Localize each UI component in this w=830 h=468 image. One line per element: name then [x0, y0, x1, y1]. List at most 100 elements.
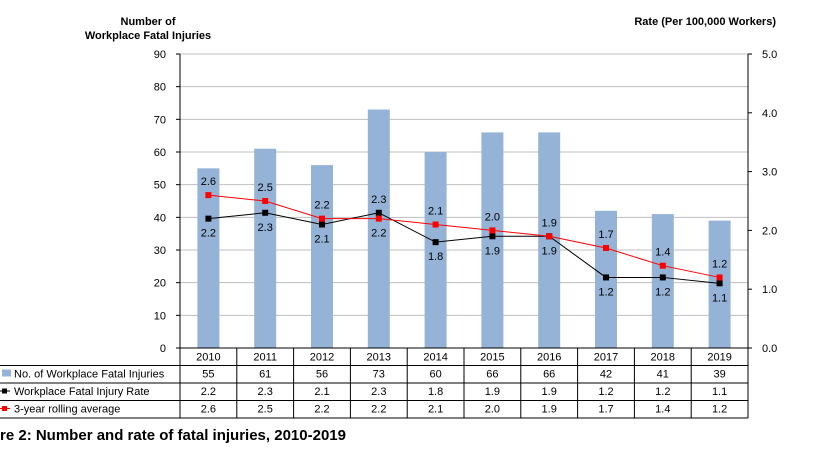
table-cell: 2.0	[485, 404, 500, 416]
table-cell: 1.2	[655, 386, 670, 398]
bar-2016	[538, 132, 561, 348]
left-tick-label: 80	[154, 82, 166, 94]
year-header: 2013	[367, 352, 391, 364]
left-tick-label: 0	[160, 343, 166, 355]
rolling-data-label: 2.6	[201, 176, 216, 188]
year-header: 2017	[594, 352, 618, 364]
data-labels: 2.6 2.5 2.2 2.3 2.1 2.0 1.9 1.7 1.4 1.2 2.2 2.3 2.1 2…	[201, 176, 727, 304]
left-tick-label: 60	[154, 147, 166, 159]
table-cell: 1.7	[598, 404, 613, 416]
table-cell: 55	[202, 369, 214, 381]
rolling-marker-2018	[659, 262, 666, 269]
year-header: 2019	[707, 352, 731, 364]
table-cell: 56	[316, 369, 328, 381]
rolling-data-label: 1.9	[542, 217, 557, 229]
table-cell: 39	[713, 369, 725, 381]
left-tick-label: 50	[154, 180, 166, 192]
figure-caption: re 2: Number and rate of fatal injuries,…	[0, 427, 346, 444]
table-cell: 73	[373, 369, 385, 381]
rate-data-label: 1.9	[542, 245, 557, 257]
left-tick-label: 20	[154, 278, 166, 290]
rolling-data-label: 2.0	[485, 211, 500, 223]
table-cell: 66	[486, 369, 498, 381]
legend-key-bar	[2, 369, 11, 377]
legend-bar-label: No. of Workplace Fatal Injuries	[14, 369, 165, 381]
table-cell: 2.2	[201, 386, 216, 398]
table-cell: 1.2	[598, 386, 613, 398]
rate-marker-2019	[716, 280, 723, 287]
right-tick-label: 1.0	[762, 284, 777, 296]
year-header: 2011	[253, 352, 277, 364]
rate-marker-2018	[659, 274, 666, 281]
table-cell: 2.1	[314, 386, 329, 398]
left-tick-label: 40	[154, 212, 166, 224]
year-header: 2015	[480, 352, 504, 364]
right-axis-title: Rate (Per 100,000 Workers)	[634, 16, 776, 28]
table-cell: 1.9	[542, 404, 557, 416]
left-tick-label: 10	[154, 310, 166, 322]
rate-data-label: 2.3	[258, 222, 273, 234]
table-cell: 2.6	[201, 404, 216, 416]
rolling-marker-2017	[603, 245, 609, 252]
rolling-marker-2016	[546, 233, 553, 240]
rate-data-label: 1.2	[655, 286, 670, 298]
rolling-marker-2014	[432, 221, 439, 228]
bar-2018	[651, 214, 674, 348]
rolling-data-label: 1.7	[598, 229, 613, 241]
right-tick-label: 0.0	[762, 343, 777, 355]
rate-line	[208, 212, 720, 284]
rate-data-label: 1.1	[712, 292, 727, 304]
rolling-marker-2015	[489, 227, 496, 234]
right-tick-label: 3.0	[762, 167, 777, 179]
right-tick-label: 2.0	[762, 225, 777, 237]
table-cell: 1.4	[655, 404, 670, 416]
left-tick-label: 70	[154, 114, 166, 126]
bar-2013	[367, 109, 390, 349]
table-cell: 2.3	[371, 386, 386, 398]
rate-marker-2014	[432, 239, 439, 246]
rolling-data-label: 2.5	[258, 182, 273, 194]
legend-rate-label: Workplace Fatal Injury Rate	[14, 386, 150, 398]
bars	[197, 109, 731, 349]
table-cell: 61	[259, 369, 271, 381]
table-cell: 1.9	[542, 386, 557, 398]
table-cell: 1.2	[712, 404, 727, 416]
rolling-marker-2013	[375, 215, 382, 222]
table-cell: 2.1	[428, 404, 443, 416]
bar-2015	[481, 132, 504, 348]
year-header: 2010	[196, 352, 220, 364]
legend-key-rate-marker	[2, 388, 7, 394]
rate-marker-2017	[603, 274, 609, 281]
rate-data-label: 1.9	[485, 245, 500, 257]
rate-marker-2010	[205, 215, 212, 222]
left-tick-label: 90	[154, 49, 166, 61]
table-cell: 42	[600, 369, 612, 381]
rolling-data-label: 2.3	[371, 194, 386, 206]
rolling-marker-2010	[205, 192, 212, 199]
bar-2014	[424, 152, 447, 348]
data-table: 2010 2011 2012 2013 2014 2015 2016 2017 2018 2019…	[0, 347, 749, 419]
rolling-data-label: 2.1	[428, 206, 443, 218]
bar-2010	[197, 168, 220, 348]
legend-rolling-label: 3-year rolling average	[14, 404, 120, 416]
right-tick-label: 4.0	[762, 108, 777, 120]
bar-2011	[254, 148, 277, 348]
rate-marker-2013	[375, 209, 382, 216]
table-cell: 41	[657, 369, 669, 381]
left-axis-title-line1: Number of	[121, 16, 176, 28]
table-cell: 2.2	[371, 404, 386, 416]
rolling-marker-2011	[262, 198, 269, 204]
table-cell: 1.8	[428, 386, 443, 398]
table-cell: 66	[543, 369, 555, 381]
rolling-data-label: 1.4	[655, 247, 670, 259]
rolling-data-label: 1.2	[712, 258, 727, 270]
rate-data-label: 2.2	[371, 228, 386, 240]
year-header: 2016	[537, 352, 561, 364]
left-axis-title-line2: Workplace Fatal Injuries	[85, 30, 211, 42]
rate-data-label: 1.8	[428, 251, 443, 263]
legend-key-rolling-marker	[2, 406, 7, 411]
year-header: 2018	[651, 352, 675, 364]
table-cell: 2.5	[258, 404, 273, 416]
table-cell: 1.1	[712, 386, 727, 398]
